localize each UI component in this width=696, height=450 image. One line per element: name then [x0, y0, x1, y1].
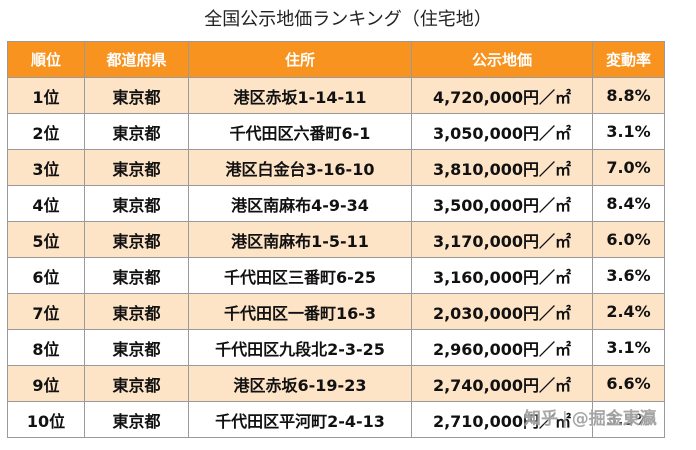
price-cell: 2,740,000円／㎡	[411, 365, 593, 402]
change-rate-cell: 6.0%	[592, 221, 665, 258]
rank-cell: 2位	[7, 113, 85, 150]
header-price: 公示地価	[411, 41, 593, 78]
address-cell: 港区赤坂6-19-23	[188, 365, 412, 402]
prefecture-cell: 東京都	[84, 77, 189, 114]
table-row: 1位 東京都 港区赤坂1-14-11 4,720,000円／㎡ 8.8%	[7, 77, 665, 114]
address-cell: 千代田区六番町6-1	[188, 113, 412, 150]
address-cell: 港区白金台3-16-10	[188, 149, 412, 186]
table-row: 4位 東京都 港区南麻布4-9-34 3,500,000円／㎡ 8.4%	[7, 185, 665, 222]
prefecture-cell: 東京都	[84, 221, 189, 258]
table-row: 2位 東京都 千代田区六番町6-1 3,050,000円／㎡ 3.1%	[7, 113, 665, 150]
rank-cell: 3位	[7, 149, 85, 186]
price-cell: 2,030,000円／㎡	[411, 293, 593, 330]
address-cell: 千代田区三番町6-25	[188, 257, 412, 294]
watermark-separator: |	[562, 409, 568, 429]
price-cell: 4,720,000円／㎡	[411, 77, 593, 114]
table-title: 全国公示地価ランキング（住宅地）	[204, 9, 492, 30]
watermark: 知乎 | @掘金東瀛	[524, 408, 657, 430]
address-cell: 港区赤坂1-14-11	[188, 77, 412, 114]
address-cell: 港区南麻布4-9-34	[188, 185, 412, 222]
change-rate-cell: 3.3%	[592, 401, 665, 438]
address-cell: 千代田区一番町16-3	[188, 293, 412, 330]
rank-cell: 1位	[7, 77, 85, 114]
prefecture-cell: 東京都	[84, 257, 189, 294]
address-cell: 千代田区平河町2-4-13	[188, 401, 412, 438]
table-row: 9位 東京都 港区赤坂6-19-23 2,740,000円／㎡ 6.6%	[7, 365, 665, 402]
header-prefecture: 都道府県	[84, 41, 189, 78]
change-rate-cell: 6.6%	[592, 365, 665, 402]
table-row: 8位 東京都 千代田区九段北2-3-25 2,960,000円／㎡ 3.1%	[7, 329, 665, 366]
prefecture-cell: 東京都	[84, 293, 189, 330]
address-cell: 千代田区九段北2-3-25	[188, 329, 412, 366]
prefecture-cell: 東京都	[84, 149, 189, 186]
table-row: 3位 東京都 港区白金台3-16-10 3,810,000円／㎡ 7.0%	[7, 149, 665, 186]
address-cell: 港区南麻布1-5-11	[188, 221, 412, 258]
price-cell: 3,160,000円／㎡	[411, 257, 593, 294]
price-cell: 3,050,000円／㎡	[411, 113, 593, 150]
header-rank: 順位	[7, 41, 85, 78]
header-address: 住所	[188, 41, 412, 78]
table-header-row: 順位 都道府県 住所 公示地価 変動率	[7, 41, 665, 78]
prefecture-cell: 東京都	[84, 185, 189, 222]
change-rate-cell: 3.6%	[592, 257, 665, 294]
change-rate-cell: 3.1%	[592, 329, 665, 366]
prefecture-cell: 東京都	[84, 401, 189, 438]
table-row: 10位 東京都 千代田区平河町2-4-13 2,710,000円／㎡ 3.3%	[7, 401, 665, 438]
prefecture-cell: 東京都	[84, 113, 189, 150]
price-cell: 3,500,000円／㎡	[411, 185, 593, 222]
table-row: 7位 東京都 千代田区一番町16-3 2,030,000円／㎡ 2.4%	[7, 293, 665, 330]
price-cell: 2,710,000円／㎡	[411, 401, 593, 438]
change-rate-cell: 8.4%	[592, 185, 665, 222]
table-row: 6位 東京都 千代田区三番町6-25 3,160,000円／㎡ 3.6%	[7, 257, 665, 294]
table-row: 5位 東京都 港区南麻布1-5-11 3,170,000円／㎡ 6.0%	[7, 221, 665, 258]
ranking-table: 順位 都道府県 住所 公示地価 変動率 1位 東京都 港区赤坂1-14-11 4…	[7, 41, 665, 438]
change-rate-cell: 2.4%	[592, 293, 665, 330]
watermark-author: @掘金東瀛	[571, 409, 657, 429]
change-rate-cell: 7.0%	[592, 149, 665, 186]
prefecture-cell: 東京都	[84, 365, 189, 402]
rank-cell: 10位	[7, 401, 85, 438]
rank-cell: 5位	[7, 221, 85, 258]
prefecture-cell: 東京都	[84, 329, 189, 366]
rank-cell: 7位	[7, 293, 85, 330]
rank-cell: 6位	[7, 257, 85, 294]
rank-cell: 9位	[7, 365, 85, 402]
change-rate-cell: 3.1%	[592, 113, 665, 150]
price-cell: 2,960,000円／㎡	[411, 329, 593, 366]
price-cell: 3,170,000円／㎡	[411, 221, 593, 258]
header-change-rate: 変動率	[592, 41, 665, 78]
watermark-site: 知乎	[524, 409, 558, 429]
rank-cell: 4位	[7, 185, 85, 222]
rank-cell: 8位	[7, 329, 85, 366]
price-cell: 3,810,000円／㎡	[411, 149, 593, 186]
change-rate-cell: 8.8%	[592, 77, 665, 114]
